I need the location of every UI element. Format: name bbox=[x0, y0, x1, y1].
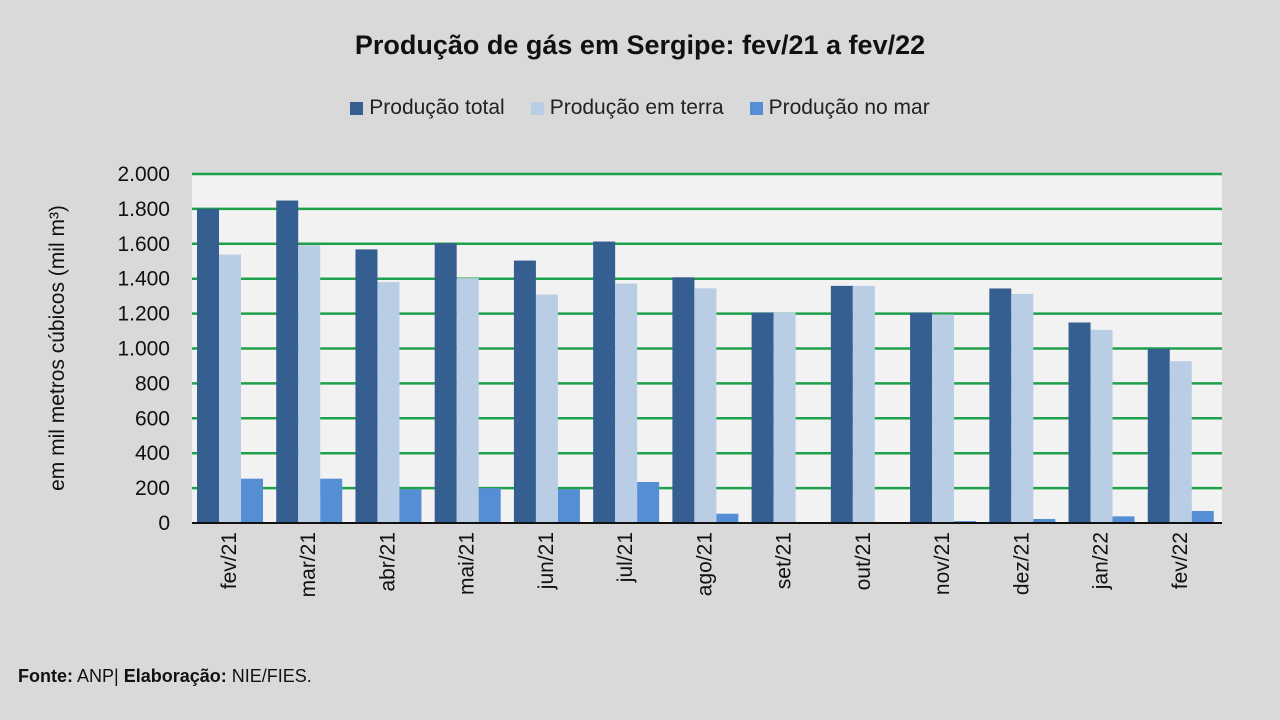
y-tick-label: 800 bbox=[135, 372, 170, 395]
bar-mar bbox=[1191, 510, 1214, 523]
y-tick-label: 1.600 bbox=[117, 233, 170, 256]
bar-terra bbox=[1169, 361, 1192, 523]
bar-total bbox=[989, 288, 1012, 523]
legend-item-total: Produção total bbox=[350, 96, 505, 120]
legend-swatch-total bbox=[350, 101, 364, 115]
y-tick-label: 400 bbox=[135, 442, 170, 465]
bar-terra bbox=[298, 245, 321, 524]
y-tick-labels: 0 200 400 600 800 1.000 1.200 1.400 1.600 1.800 2.… bbox=[117, 163, 170, 535]
source-value: ANP| bbox=[77, 666, 119, 686]
x-tick-label: fev/21 bbox=[218, 532, 241, 589]
y-tick-label: 1.000 bbox=[117, 338, 170, 361]
x-tick-label: mai/21 bbox=[456, 532, 479, 595]
y-tick-label: 2.000 bbox=[117, 163, 170, 186]
bar-total bbox=[910, 312, 933, 523]
bar-terra bbox=[615, 283, 638, 523]
bar-terra bbox=[535, 294, 558, 523]
bar-terra bbox=[932, 314, 955, 523]
x-tick-label: jul/21 bbox=[614, 532, 637, 583]
bar-mar bbox=[637, 481, 660, 523]
bar-mar bbox=[716, 513, 739, 523]
x-tick-label: out/21 bbox=[852, 532, 875, 590]
bar-terra bbox=[694, 288, 717, 523]
source-note: Fonte: ANP| Elaboração: NIE/FIES. bbox=[18, 666, 312, 687]
bar-total bbox=[1147, 348, 1170, 523]
bar-total bbox=[751, 312, 774, 523]
bar-mar bbox=[1112, 516, 1135, 523]
chart-title: Produção de gás em Sergipe: fev/21 a fev… bbox=[354, 30, 926, 60]
legend-label-mar: Produção no mar bbox=[768, 96, 930, 119]
y-tick-label: 600 bbox=[135, 407, 170, 430]
bar-total bbox=[830, 285, 853, 523]
bar-terra bbox=[1090, 329, 1113, 523]
legend-label-total: Produção total bbox=[369, 96, 505, 119]
legend-label-terra: Produção em terra bbox=[549, 96, 724, 119]
bar-total bbox=[355, 249, 378, 523]
y-axis-title: em mil metros cúbicos (mil m³) bbox=[46, 205, 69, 491]
bar-total bbox=[513, 260, 536, 523]
bar-terra bbox=[773, 312, 796, 523]
elaboration-label: Elaboração: bbox=[123, 666, 227, 686]
bar-mar bbox=[1033, 518, 1056, 523]
bar-terra bbox=[1011, 293, 1034, 523]
x-tick-label: ago/21 bbox=[693, 532, 716, 596]
bar-mar bbox=[399, 489, 422, 523]
x-tick-label: nov/21 bbox=[931, 532, 954, 595]
y-tick-label: 1.200 bbox=[117, 303, 170, 326]
bar-mar bbox=[320, 478, 343, 523]
x-tick-labels: fev/21 mar/21 abr/21 mai/21 jun/21 jul/21 ago/… bbox=[218, 532, 1192, 597]
bar-mar bbox=[557, 489, 580, 523]
bar-terra bbox=[852, 285, 875, 523]
legend-item-mar: Produção no mar bbox=[749, 96, 930, 120]
bar-terra bbox=[219, 254, 241, 523]
x-tick-label: mar/21 bbox=[297, 532, 320, 597]
bar-total bbox=[593, 241, 616, 523]
x-tick-label: abr/21 bbox=[376, 532, 399, 592]
bar-total bbox=[1068, 322, 1091, 523]
bar-mar bbox=[478, 488, 501, 523]
bar-terra bbox=[456, 278, 479, 523]
bar-total bbox=[672, 277, 695, 523]
legend-item-terra: Produção em terra bbox=[530, 96, 724, 120]
y-tick-label: 1.400 bbox=[117, 268, 170, 291]
bars bbox=[197, 200, 1214, 524]
x-tick-label: set/21 bbox=[773, 532, 796, 589]
bar-mar bbox=[241, 478, 263, 523]
x-tick-label: jun/21 bbox=[535, 532, 558, 590]
x-tick-label: dez/21 bbox=[1010, 532, 1033, 595]
x-tick-label: jan/22 bbox=[1090, 532, 1113, 590]
bar-total bbox=[276, 200, 299, 524]
x-tick-label: fev/22 bbox=[1169, 532, 1192, 589]
y-tick-label: 1.800 bbox=[117, 198, 170, 221]
bar-terra bbox=[377, 282, 400, 523]
elaboration-value: NIE/FIES. bbox=[231, 666, 312, 686]
legend-swatch-mar bbox=[749, 101, 763, 115]
bar-total bbox=[434, 243, 457, 524]
legend-swatch-terra bbox=[530, 101, 544, 115]
y-tick-label: 0 bbox=[158, 512, 170, 535]
legend: Produção total Produção em terra Produçã… bbox=[0, 96, 1280, 120]
y-tick-label: 200 bbox=[135, 477, 170, 500]
source-label: Fonte: bbox=[18, 666, 73, 686]
bar-total bbox=[197, 208, 219, 523]
